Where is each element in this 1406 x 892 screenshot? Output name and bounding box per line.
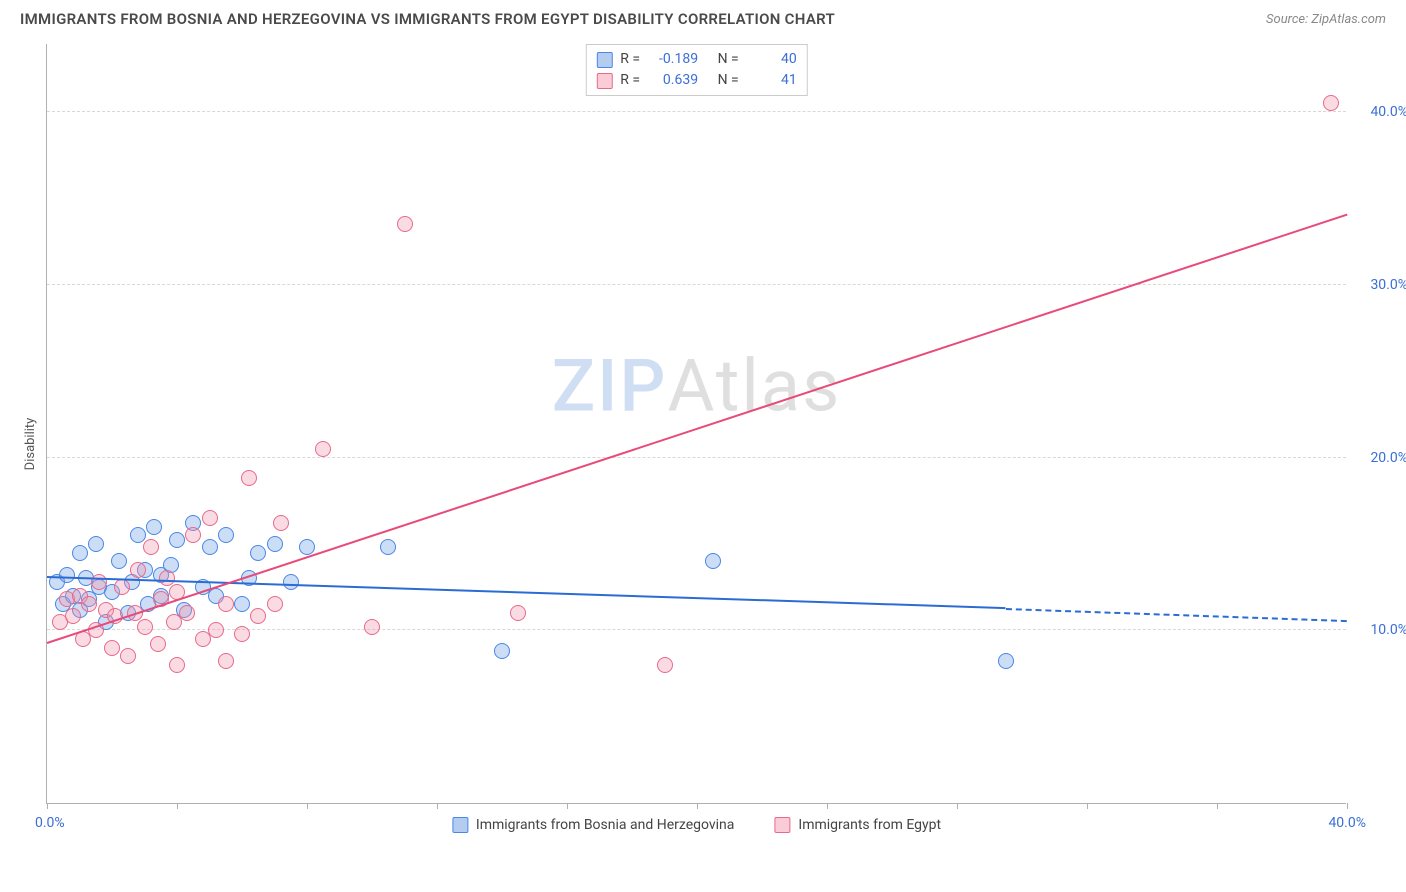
gridline [47, 457, 1346, 458]
x-axis-min-label: 0.0% [35, 815, 65, 831]
watermark: ZIPAtlas [552, 343, 842, 428]
data-point [705, 553, 721, 569]
x-tick-mark [177, 803, 178, 809]
legend-bottom: Immigrants from Bosnia and Herzegovina I… [452, 817, 941, 833]
swatch-series-1 [596, 73, 612, 89]
data-point [111, 553, 127, 569]
x-tick-mark [437, 803, 438, 809]
x-tick-mark [1087, 803, 1088, 809]
data-point [283, 574, 299, 590]
data-point [146, 519, 162, 535]
legend-swatch-0 [452, 817, 468, 833]
data-point [234, 626, 250, 642]
data-point [59, 567, 75, 583]
data-point [104, 640, 120, 656]
source-label: Source: ZipAtlas.com [1266, 12, 1386, 27]
data-point [218, 527, 234, 543]
legend-label-1: Immigrants from Egypt [798, 817, 941, 833]
data-point [130, 527, 146, 543]
stats-legend-box: R = -0.189 N = 40 R = 0.639 N = 41 [585, 44, 807, 96]
data-point [185, 527, 201, 543]
stats-row-series-1: R = 0.639 N = 41 [596, 70, 796, 91]
x-tick-mark [697, 803, 698, 809]
data-point [267, 596, 283, 612]
x-tick-mark [957, 803, 958, 809]
data-point [494, 643, 510, 659]
stats-row-series-0: R = -0.189 N = 40 [596, 49, 796, 70]
data-point [208, 622, 224, 638]
gridline [47, 111, 1346, 112]
watermark-atlas: Atlas [668, 343, 842, 428]
plot-area: ZIPAtlas R = -0.189 N = 40 R = 0.639 N =… [46, 44, 1346, 804]
stat-N-label: N = [718, 49, 739, 70]
data-point [130, 562, 146, 578]
plot-wrap: Disability ZIPAtlas R = -0.189 N = 40 R … [0, 34, 1406, 854]
x-axis-max-label: 40.0% [1328, 815, 1366, 831]
x-tick-mark [307, 803, 308, 809]
stat-R-label: R = [620, 70, 640, 91]
swatch-series-0 [596, 52, 612, 68]
x-tick-mark [827, 803, 828, 809]
data-point [218, 653, 234, 669]
data-point [169, 657, 185, 673]
trend-line [1006, 608, 1347, 622]
title-bar: IMMIGRANTS FROM BOSNIA AND HERZEGOVINA V… [0, 0, 1406, 34]
chart-title: IMMIGRANTS FROM BOSNIA AND HERZEGOVINA V… [20, 10, 835, 28]
x-tick-mark [1217, 803, 1218, 809]
y-tick-label: 10.0% [1370, 622, 1406, 638]
stat-R-value-1: 0.639 [648, 70, 698, 91]
y-tick-label: 30.0% [1370, 277, 1406, 293]
legend-item-1: Immigrants from Egypt [774, 817, 941, 833]
data-point [273, 515, 289, 531]
data-point [380, 539, 396, 555]
data-point [267, 536, 283, 552]
data-point [143, 539, 159, 555]
data-point [120, 648, 136, 664]
y-tick-label: 40.0% [1370, 104, 1406, 120]
data-point [169, 532, 185, 548]
data-point [250, 608, 266, 624]
trend-line [47, 214, 1348, 644]
gridline [47, 284, 1346, 285]
x-tick-mark [47, 803, 48, 809]
data-point [241, 470, 257, 486]
data-point [202, 510, 218, 526]
data-point [510, 605, 526, 621]
x-tick-mark [1347, 803, 1348, 809]
data-point [234, 596, 250, 612]
trend-line [47, 576, 1006, 609]
y-tick-label: 20.0% [1370, 450, 1406, 466]
stat-R-label: R = [620, 49, 640, 70]
data-point [179, 605, 195, 621]
data-point [72, 545, 88, 561]
stat-N-value-1: 41 [747, 70, 797, 91]
data-point [202, 539, 218, 555]
legend-label-0: Immigrants from Bosnia and Herzegovina [476, 817, 735, 833]
stat-R-value-0: -0.189 [648, 49, 698, 70]
data-point [91, 574, 107, 590]
data-point [364, 619, 380, 635]
data-point [315, 441, 331, 457]
data-point [299, 539, 315, 555]
y-axis-label: Disability [23, 418, 38, 471]
data-point [150, 636, 166, 652]
data-point [137, 619, 153, 635]
data-point [218, 596, 234, 612]
data-point [81, 596, 97, 612]
data-point [65, 608, 81, 624]
x-tick-mark [567, 803, 568, 809]
watermark-zip: ZIP [552, 343, 668, 428]
stat-N-value-0: 40 [747, 49, 797, 70]
data-point [998, 653, 1014, 669]
legend-item-0: Immigrants from Bosnia and Herzegovina [452, 817, 735, 833]
legend-swatch-1 [774, 817, 790, 833]
data-point [88, 536, 104, 552]
data-point [250, 545, 266, 561]
data-point [114, 579, 130, 595]
data-point [1323, 95, 1339, 111]
data-point [397, 216, 413, 232]
data-point [657, 657, 673, 673]
stat-N-label: N = [718, 70, 739, 91]
